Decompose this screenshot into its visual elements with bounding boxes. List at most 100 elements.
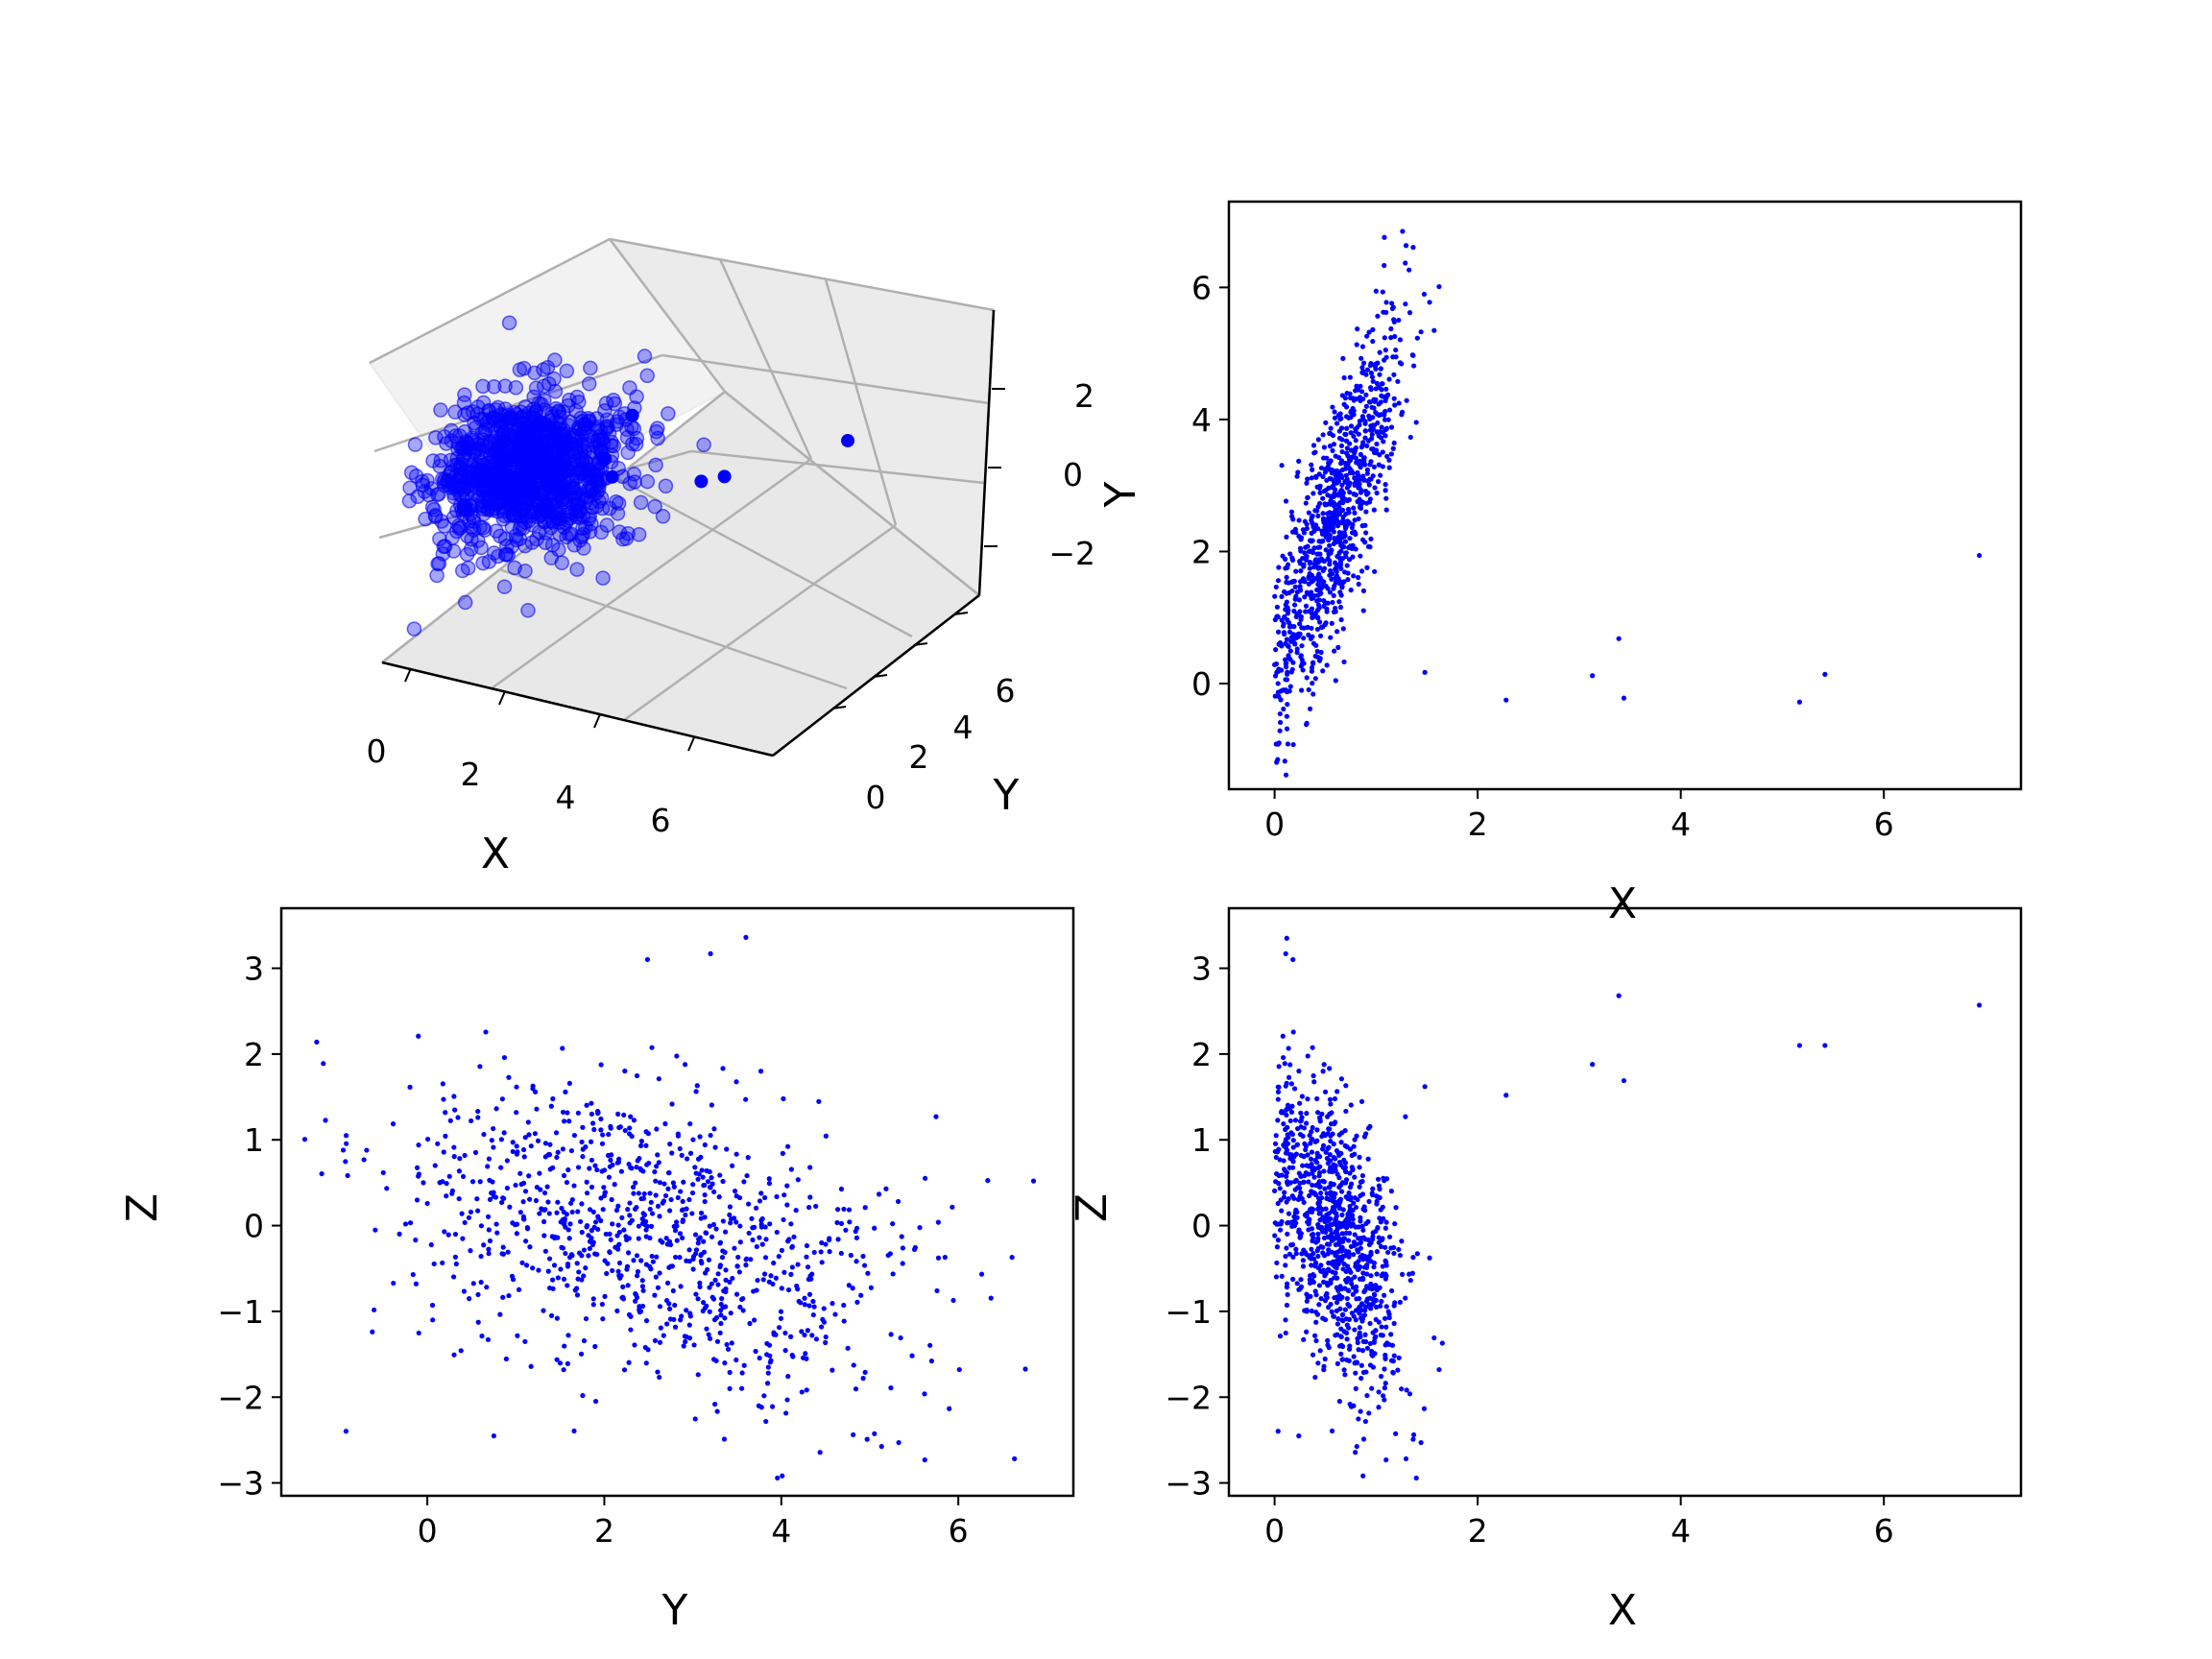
data-point [470, 1281, 476, 1286]
data-point [485, 1164, 491, 1169]
data-point [487, 1177, 493, 1183]
data-point-3d [626, 467, 642, 482]
data-point [900, 1245, 905, 1251]
data-point [1382, 1381, 1388, 1386]
data-point [749, 1215, 755, 1221]
data-point [710, 1296, 717, 1302]
data-point [1382, 1258, 1388, 1263]
data-point [1291, 1195, 1297, 1201]
data-point [574, 1292, 581, 1298]
data-point [1368, 1273, 1374, 1279]
data-point [730, 1275, 735, 1282]
data-point [1333, 1218, 1338, 1225]
data-point-3d [517, 563, 533, 579]
z-axis-line-3d [977, 309, 996, 596]
data-point [1371, 507, 1377, 513]
data-point [1363, 1264, 1370, 1270]
data-point [1309, 1246, 1314, 1252]
data-point [551, 1262, 558, 1268]
data-point [1313, 1319, 1319, 1325]
data-point [1431, 327, 1437, 333]
data-point [1386, 465, 1392, 470]
data-point [1304, 720, 1310, 726]
data-point [909, 1353, 915, 1358]
data-point [541, 1308, 546, 1313]
data-point [862, 1369, 868, 1376]
data-point [1377, 372, 1382, 377]
data-point [1341, 1367, 1347, 1373]
data-point [1362, 1304, 1368, 1310]
data-point [1337, 1220, 1343, 1226]
data-point [483, 1029, 489, 1035]
data-point [657, 1180, 662, 1186]
y-tick-label: 3 [1191, 950, 1212, 988]
data-point-3d [460, 560, 476, 576]
data-point [1365, 1156, 1371, 1162]
data-point [589, 1100, 594, 1106]
data-point [1321, 1235, 1328, 1241]
data-point [1299, 1094, 1305, 1099]
data-point [561, 1118, 567, 1124]
data-point [1288, 1152, 1295, 1158]
data-point [1331, 1182, 1336, 1188]
data-point [1343, 511, 1349, 517]
data-point [514, 1231, 519, 1237]
data-point [1391, 440, 1397, 446]
data-point-3d [457, 594, 473, 611]
data-point [1344, 391, 1350, 397]
data-point [1342, 569, 1348, 575]
data-point [1324, 1212, 1330, 1218]
data-point [947, 1406, 952, 1411]
data-point [643, 1360, 649, 1366]
data-point [627, 1125, 633, 1131]
data-point [841, 1302, 847, 1309]
data-point [466, 1214, 472, 1220]
data-point [1363, 392, 1369, 397]
data-point [1349, 1181, 1355, 1187]
data-point [648, 1223, 655, 1229]
data-point-3d [548, 414, 564, 430]
data-point [1368, 1281, 1374, 1287]
data-point [813, 1336, 820, 1342]
data-point [612, 1182, 617, 1188]
data-point [1322, 1089, 1329, 1094]
data-point [708, 1132, 713, 1139]
data-point [527, 1244, 533, 1250]
data-point [1352, 1174, 1358, 1180]
data-point [723, 1277, 729, 1283]
data-point [1342, 539, 1349, 544]
data-point [610, 1221, 615, 1227]
data-point [847, 1219, 853, 1225]
data-point [1353, 1308, 1359, 1313]
data-point [340, 1147, 347, 1153]
data-point [1407, 1391, 1413, 1397]
data-point [1341, 1180, 1348, 1186]
data-point [736, 1269, 742, 1275]
data-point [1320, 668, 1326, 674]
data-point [1298, 1118, 1304, 1123]
data-point [1284, 1245, 1289, 1251]
data-point-3d [463, 541, 479, 557]
data-point [642, 1222, 648, 1228]
data-point [1338, 616, 1344, 623]
data-point [643, 1318, 650, 1324]
data-point [1327, 1168, 1333, 1174]
data-point [1372, 568, 1378, 574]
data-point [1351, 1242, 1357, 1249]
data-point [1369, 436, 1375, 442]
data-point [1364, 333, 1370, 339]
data-point [1379, 387, 1384, 393]
data-point [1370, 1330, 1376, 1335]
data-point-3d [500, 547, 516, 563]
data-point [912, 1244, 918, 1251]
data-point [1353, 1288, 1358, 1294]
data-point [1364, 565, 1370, 570]
data-point [445, 1232, 451, 1238]
data-point [782, 1348, 788, 1354]
data-point [1303, 1143, 1310, 1149]
data-point [581, 1337, 588, 1344]
data-point-3d [571, 510, 588, 525]
data-point [1301, 1154, 1307, 1160]
data-point [698, 1258, 704, 1264]
data-point [1383, 1324, 1389, 1330]
